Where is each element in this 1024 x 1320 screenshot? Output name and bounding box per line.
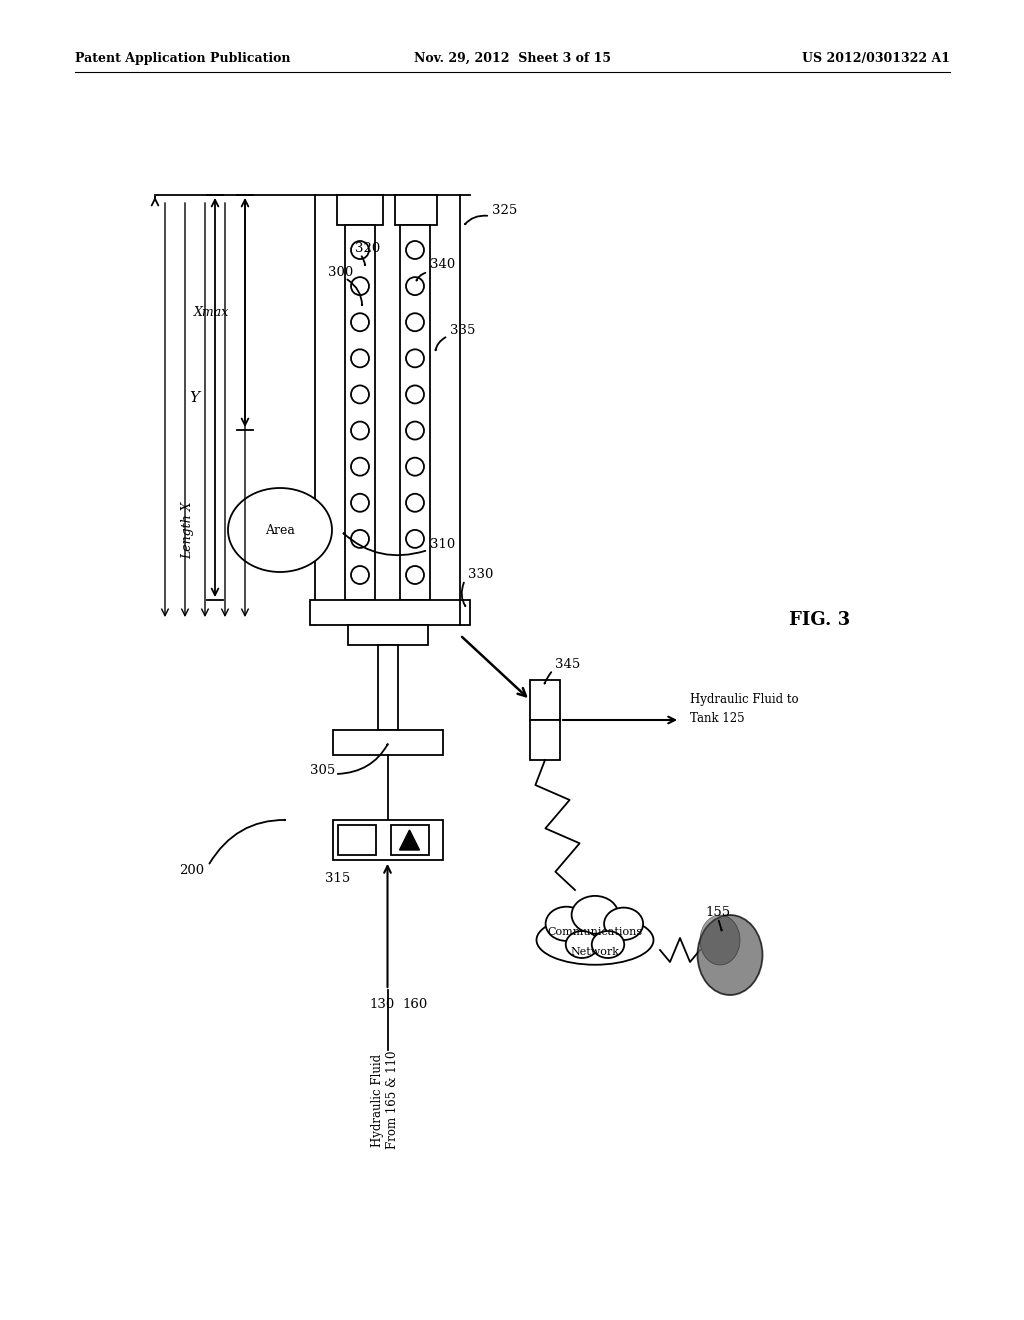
Circle shape xyxy=(406,350,424,367)
Text: Patent Application Publication: Patent Application Publication xyxy=(75,51,291,65)
Circle shape xyxy=(406,421,424,440)
Text: US 2012/0301322 A1: US 2012/0301322 A1 xyxy=(802,51,950,65)
Circle shape xyxy=(406,458,424,475)
Bar xyxy=(333,730,442,755)
Text: Network: Network xyxy=(570,946,620,957)
Bar xyxy=(400,224,430,601)
FancyArrowPatch shape xyxy=(361,256,366,265)
Text: 330: 330 xyxy=(468,569,494,582)
Text: Xmax: Xmax xyxy=(194,306,229,319)
Bar xyxy=(395,195,437,224)
FancyArrowPatch shape xyxy=(209,820,286,863)
Bar xyxy=(378,645,397,730)
Bar xyxy=(310,601,470,624)
Circle shape xyxy=(351,529,369,548)
Text: 305: 305 xyxy=(310,763,335,776)
FancyArrowPatch shape xyxy=(465,215,487,224)
FancyArrowPatch shape xyxy=(343,533,425,556)
Text: Hydraulic Fluid
From 165 & 110: Hydraulic Fluid From 165 & 110 xyxy=(371,1051,399,1150)
Text: Communications: Communications xyxy=(548,927,643,937)
Text: 200: 200 xyxy=(179,863,205,876)
Ellipse shape xyxy=(604,908,643,940)
Circle shape xyxy=(406,313,424,331)
Ellipse shape xyxy=(700,915,740,965)
Text: 315: 315 xyxy=(326,871,350,884)
Circle shape xyxy=(351,566,369,583)
Circle shape xyxy=(351,242,369,259)
FancyArrowPatch shape xyxy=(338,744,388,774)
Bar xyxy=(530,719,560,760)
Ellipse shape xyxy=(592,931,625,958)
Polygon shape xyxy=(399,830,420,850)
Text: Length X: Length X xyxy=(181,502,195,558)
Bar xyxy=(347,624,427,645)
Text: 345: 345 xyxy=(555,659,581,672)
Text: 340: 340 xyxy=(430,259,456,272)
Ellipse shape xyxy=(537,915,653,965)
Circle shape xyxy=(351,494,369,512)
Text: Tank 125: Tank 125 xyxy=(690,711,744,725)
FancyArrowPatch shape xyxy=(435,338,445,350)
Bar xyxy=(345,224,375,601)
Ellipse shape xyxy=(546,907,587,941)
FancyArrowPatch shape xyxy=(417,273,425,280)
Text: 335: 335 xyxy=(450,323,475,337)
FancyArrowPatch shape xyxy=(347,280,362,305)
Text: Y: Y xyxy=(188,391,199,404)
Circle shape xyxy=(406,277,424,296)
Circle shape xyxy=(351,313,369,331)
Bar xyxy=(337,195,383,224)
Text: 300: 300 xyxy=(328,265,353,279)
Bar xyxy=(390,825,428,855)
Circle shape xyxy=(406,242,424,259)
Text: FIG. 3: FIG. 3 xyxy=(790,611,851,630)
Text: 130: 130 xyxy=(370,998,394,1011)
Ellipse shape xyxy=(228,488,332,572)
Circle shape xyxy=(351,385,369,404)
Text: 310: 310 xyxy=(430,539,456,552)
Ellipse shape xyxy=(565,931,598,958)
Ellipse shape xyxy=(571,896,618,933)
Text: Nov. 29, 2012  Sheet 3 of 15: Nov. 29, 2012 Sheet 3 of 15 xyxy=(414,51,610,65)
Ellipse shape xyxy=(697,915,763,995)
Text: Hydraulic Fluid to: Hydraulic Fluid to xyxy=(690,693,799,706)
Text: 155: 155 xyxy=(706,906,730,919)
FancyArrowPatch shape xyxy=(462,582,465,606)
Circle shape xyxy=(351,277,369,296)
Circle shape xyxy=(406,385,424,404)
Bar xyxy=(530,680,560,719)
Circle shape xyxy=(406,529,424,548)
FancyArrowPatch shape xyxy=(719,920,722,931)
Text: 325: 325 xyxy=(492,203,517,216)
Text: 320: 320 xyxy=(355,242,380,255)
Text: Area: Area xyxy=(265,524,295,536)
Bar xyxy=(333,820,442,861)
FancyArrowPatch shape xyxy=(545,672,551,684)
Circle shape xyxy=(406,566,424,583)
Circle shape xyxy=(351,421,369,440)
Text: 160: 160 xyxy=(402,998,428,1011)
Circle shape xyxy=(351,458,369,475)
Circle shape xyxy=(406,494,424,512)
Circle shape xyxy=(351,350,369,367)
Bar xyxy=(338,825,376,855)
